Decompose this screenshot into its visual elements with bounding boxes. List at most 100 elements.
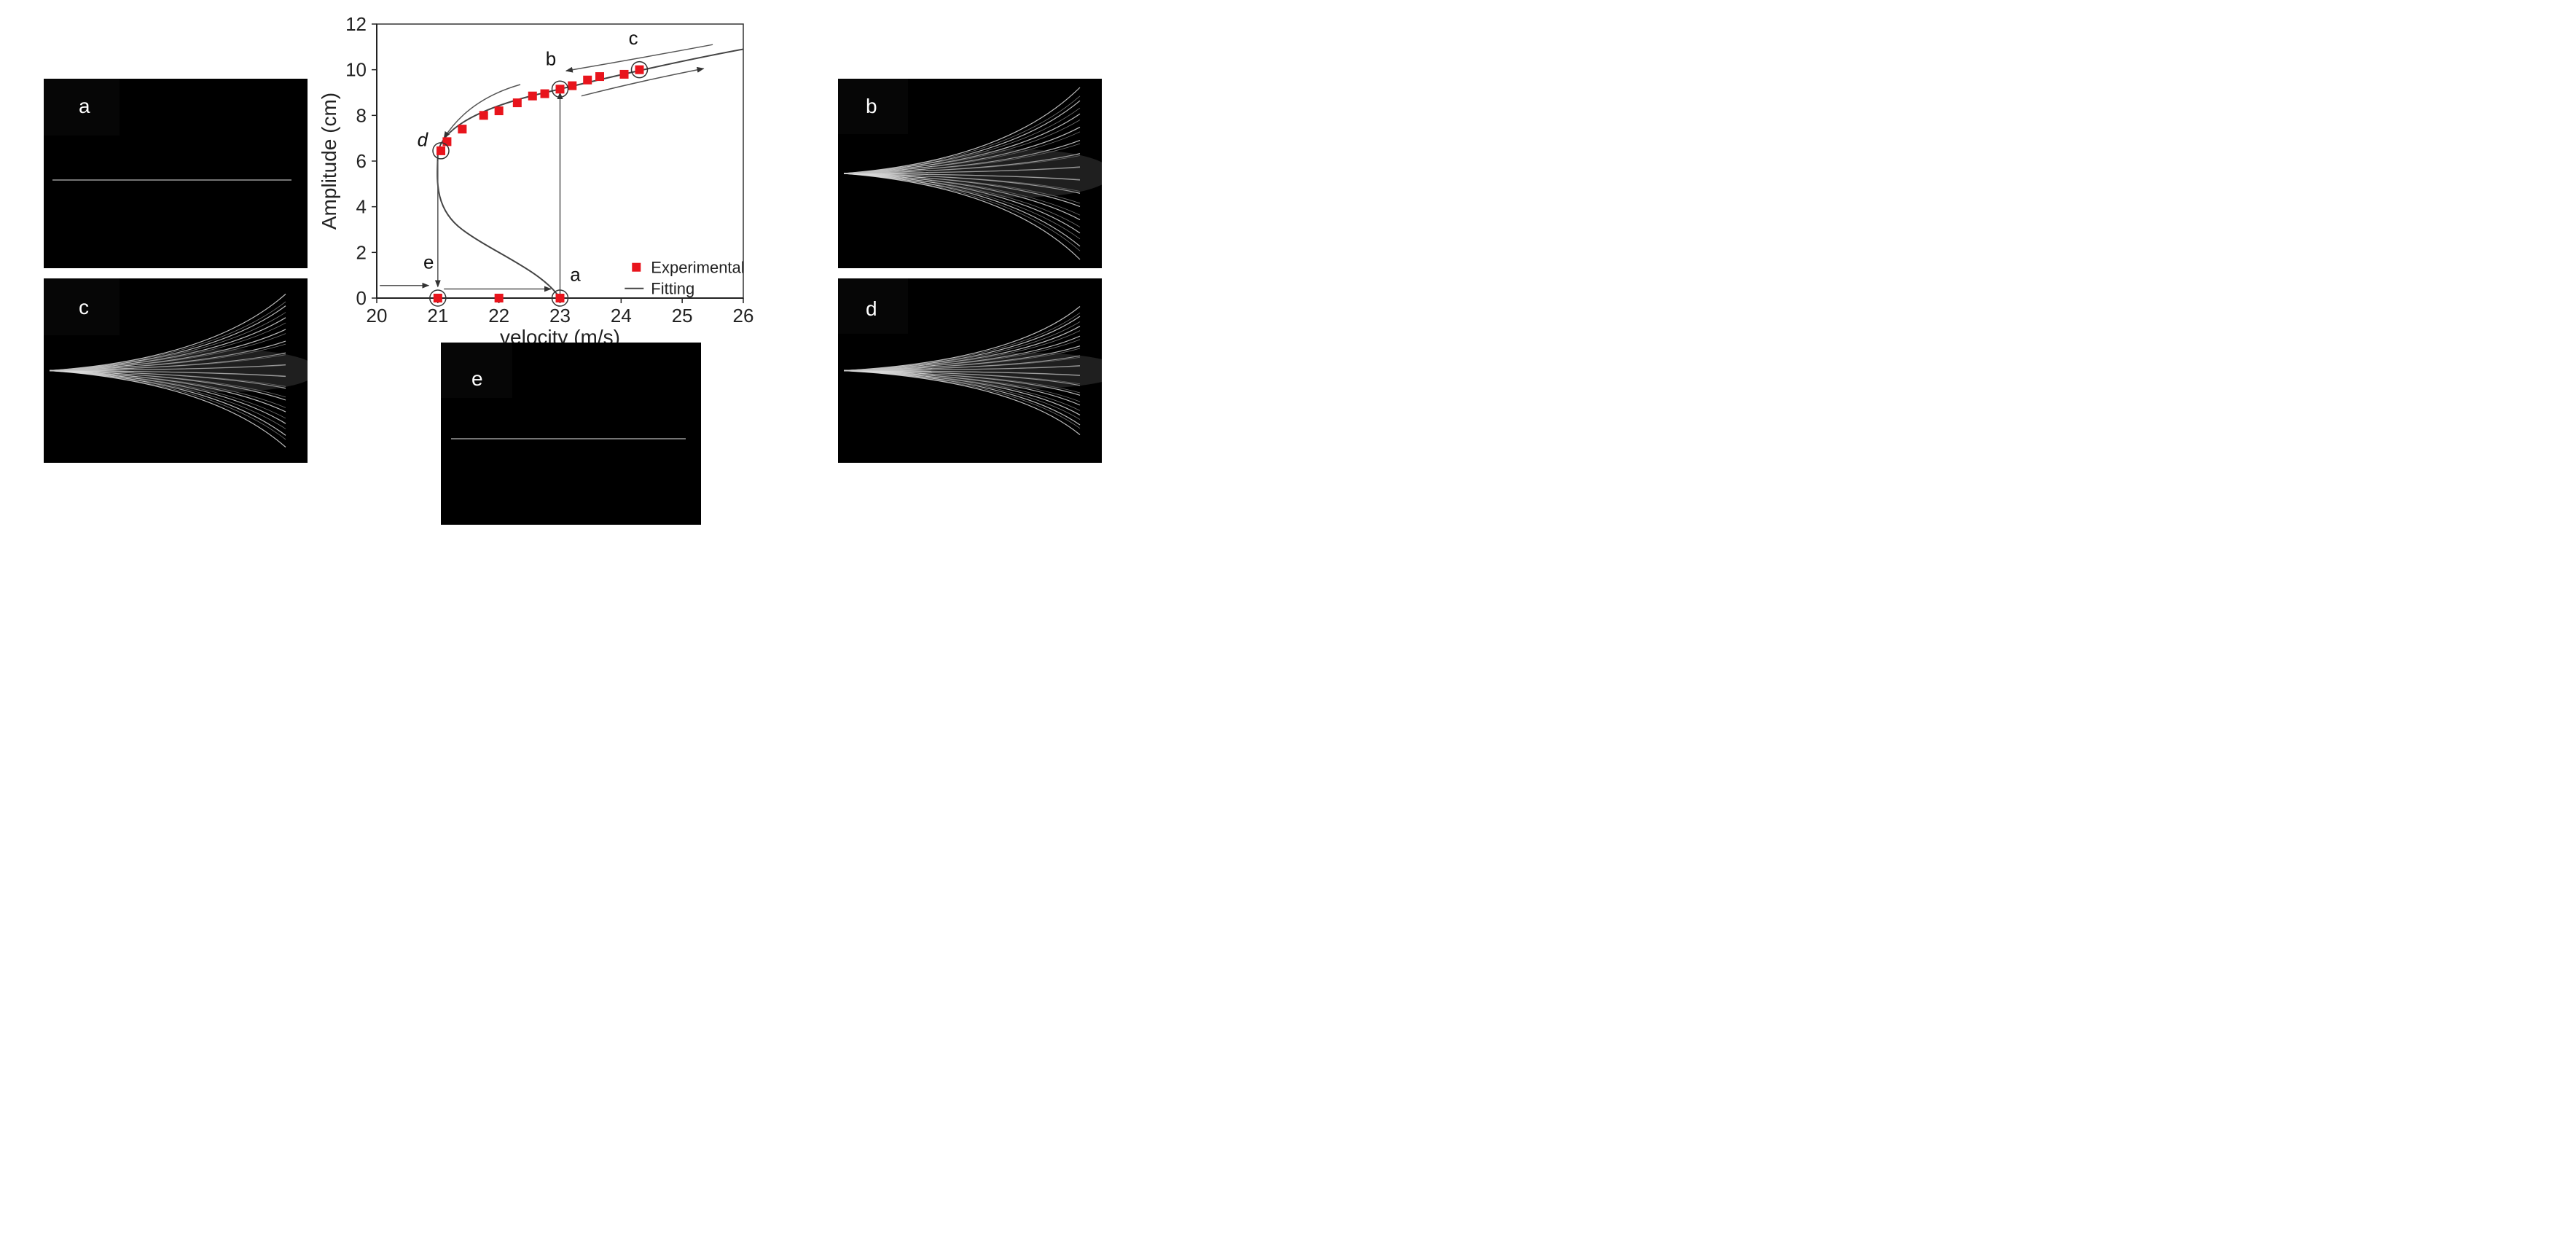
data-point [494,106,504,116]
x-tick-label: 24 [611,305,632,327]
annotation-label: c [629,27,638,49]
data-point [512,98,522,108]
panel-label: e [471,367,483,390]
data-point [583,75,592,85]
panel-label-box: a [44,79,120,136]
strip [843,107,1081,174]
x-axis-label: velocity (m/s) [500,326,620,343]
strip [843,155,1081,174]
panel-label: c [79,296,89,318]
strip [843,173,1081,247]
y-tick-label: 12 [345,13,367,35]
fanned-strips-image-d [843,306,1102,435]
strip [49,312,286,371]
photo-panel-a: a [44,79,308,268]
strip [843,348,1081,371]
strip [49,333,286,371]
strip [843,366,1081,371]
strip [843,370,1081,386]
strip [49,370,286,424]
data-point [595,72,604,82]
strip [843,95,1081,174]
strip [49,370,286,447]
y-tick-label: 0 [356,287,367,309]
fitting-curve [436,48,744,299]
x-tick-label: 26 [733,305,754,327]
panel-label: a [79,95,90,117]
x-tick-label: 25 [672,305,693,327]
strip [843,370,1081,426]
data-point [635,65,644,74]
strip-sheen [931,352,1102,389]
x-tick-label: 23 [549,305,571,327]
legend-marker-experimental [632,262,641,272]
photo-panel-e: e [441,343,701,525]
panel-label: b [866,95,877,117]
y-tick-label: 10 [345,59,367,81]
data-point [568,81,577,90]
strip-sheen [133,349,308,392]
y-tick-label: 4 [356,196,367,218]
strip [49,370,286,401]
annotation-label: b [546,47,556,69]
x-tick-label: 21 [427,305,448,327]
data-point [442,137,452,146]
photo-panel-b: b [838,79,1102,268]
state-circle [630,60,649,79]
data-point [479,111,488,120]
path-arrows [380,44,713,295]
strip [49,370,286,436]
panel-label: d [866,297,877,320]
x-tick-label: 20 [367,305,388,327]
strip [843,370,1081,396]
data-point [619,69,629,79]
strip [843,120,1081,174]
strip [843,370,1081,406]
strip [843,143,1081,174]
strip [843,167,1081,174]
strip [49,301,286,371]
strip [49,364,286,371]
strip [49,343,286,371]
state-circle [432,142,450,160]
strip [49,370,286,378]
data-point [540,89,549,98]
strip [843,339,1081,371]
state-circle [551,289,569,307]
strip [49,322,286,371]
state-circle [429,289,447,307]
data-point [494,294,504,302]
legend: Experimental Fitting [625,259,745,298]
strip [843,131,1081,174]
annotation-label: a [570,264,581,286]
y-axis-label: Amplitude (cm) [318,93,340,230]
strip [843,173,1081,181]
strip [843,173,1081,207]
legend-label-fitting: Fitting [651,280,694,298]
strip [843,370,1081,415]
strip-bundle [843,87,1102,260]
data-point [458,125,467,134]
y-tick-label: 2 [356,241,367,263]
legend-label-experimental: Experimental [651,259,744,277]
strip-sheen [928,149,1102,198]
strip [49,370,286,413]
strip [843,173,1081,260]
annotation-label: d [418,129,429,151]
strip [843,321,1081,371]
panel-label-box: c [44,278,120,335]
strip [843,173,1081,221]
photo-panel-d: d [838,278,1102,463]
strip [843,370,1081,376]
panel-label-box: b [838,79,908,134]
panel-label-box: d [838,278,908,334]
strip [49,354,286,371]
arrow-b-to-c [581,66,705,97]
experimental-points [429,60,649,307]
strip-bundle [49,294,308,447]
flat-strip-image [451,438,686,439]
strip [843,356,1081,371]
data-point [555,294,565,302]
strip [843,370,1081,435]
